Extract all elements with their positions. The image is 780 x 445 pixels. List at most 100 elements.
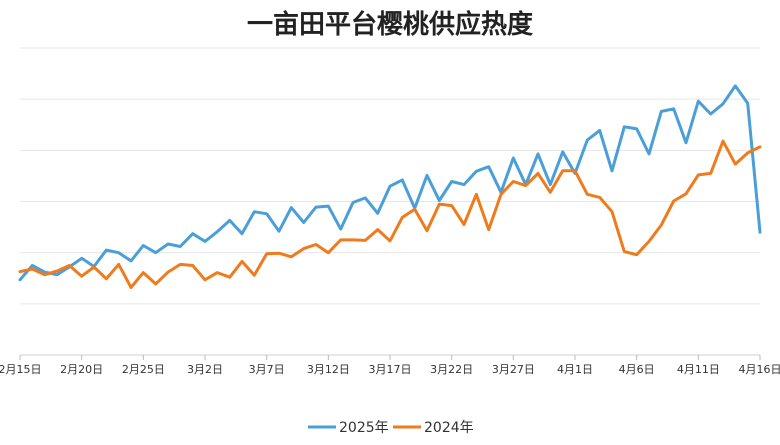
x-tick-label: 3月7日 [249,363,285,376]
data-point [400,178,404,182]
data-point [573,169,577,173]
data-point [302,220,306,224]
data-point [487,165,491,169]
data-point [117,262,121,266]
data-point [437,202,441,206]
data-point [252,210,256,214]
grid-lines [20,47,760,356]
data-point [203,278,207,282]
data-point [400,215,404,219]
x-tick-label: 3月12日 [307,363,350,376]
x-tick-label: 3月22日 [430,363,473,376]
data-point [746,151,750,155]
x-axis: 2月15日 2月20日 2月25日 3月2日 3月7日 3月12日 3月17日 3月22日 3月… [0,355,780,376]
data-point [659,223,663,227]
series-line-0 [18,84,762,282]
x-tick-label: 2月25日 [122,363,165,376]
data-point [265,212,269,216]
data-point [178,262,182,266]
data-point [166,242,170,246]
x-tick-label: 3月27日 [492,363,535,376]
data-point [462,183,466,187]
data-point [351,201,355,205]
series-line-1 [18,139,762,289]
data-point [561,150,565,154]
x-tick-label: 4月16日 [739,363,780,376]
data-point [487,228,491,232]
data-point [376,228,380,232]
data-point [474,192,478,196]
x-tick-label: 4月6日 [619,363,655,376]
data-point [450,180,454,184]
data-point [55,273,59,277]
data-point [141,271,145,275]
data-point [351,238,355,242]
x-tick-label: 2月15日 [0,363,42,376]
data-point [388,239,392,243]
data-point [363,196,367,200]
data-point [129,285,133,289]
data-point [684,192,688,196]
data-point [178,245,182,249]
data-point [215,230,219,234]
data-point [80,274,84,278]
data-point [647,152,651,156]
data-point [462,223,466,227]
data-point [363,238,367,242]
x-tick-label: 3月17日 [369,363,412,376]
data-point [326,204,330,208]
legend-label: 2025年 [339,420,389,436]
data-point [758,145,762,149]
data-point [610,210,614,214]
data-point [672,107,676,111]
data-point [339,238,343,242]
data-point [326,251,330,255]
data-point [289,255,293,259]
data-point [524,184,528,188]
data-point [215,271,219,275]
data-point [240,259,244,263]
data-point [733,162,737,166]
data-point [536,152,540,156]
data-point [733,84,737,88]
data-point [610,169,614,173]
data-point [709,171,713,175]
data-point [585,138,589,142]
data-point [302,247,306,251]
data-point [289,206,293,210]
data-point [18,270,22,274]
data-point [388,184,392,188]
data-point [635,253,639,257]
x-tick-label: 2月20日 [60,363,103,376]
data-point [104,277,108,281]
data-point [30,263,34,267]
data-point [80,256,84,260]
data-point [709,112,713,116]
data-point [647,239,651,243]
data-point [376,211,380,215]
data-point [18,278,22,282]
data-point [548,190,552,194]
data-point [104,248,108,252]
data-point [166,270,170,274]
data-point [203,239,207,243]
data-point [450,204,454,208]
legend: 2025年 2024年 [308,420,474,436]
data-point [277,229,281,233]
legend-label: 2024年 [424,420,474,436]
data-point [622,125,626,129]
data-point [561,169,565,173]
data-point [425,229,429,233]
data-point [117,251,121,255]
data-point [598,195,602,199]
data-point [548,183,552,187]
data-point [265,252,269,256]
data-point [240,232,244,236]
data-point [141,244,145,248]
data-point [154,251,158,255]
data-point [598,128,602,132]
data-point [277,251,281,255]
data-point [684,141,688,145]
data-point [228,275,232,279]
